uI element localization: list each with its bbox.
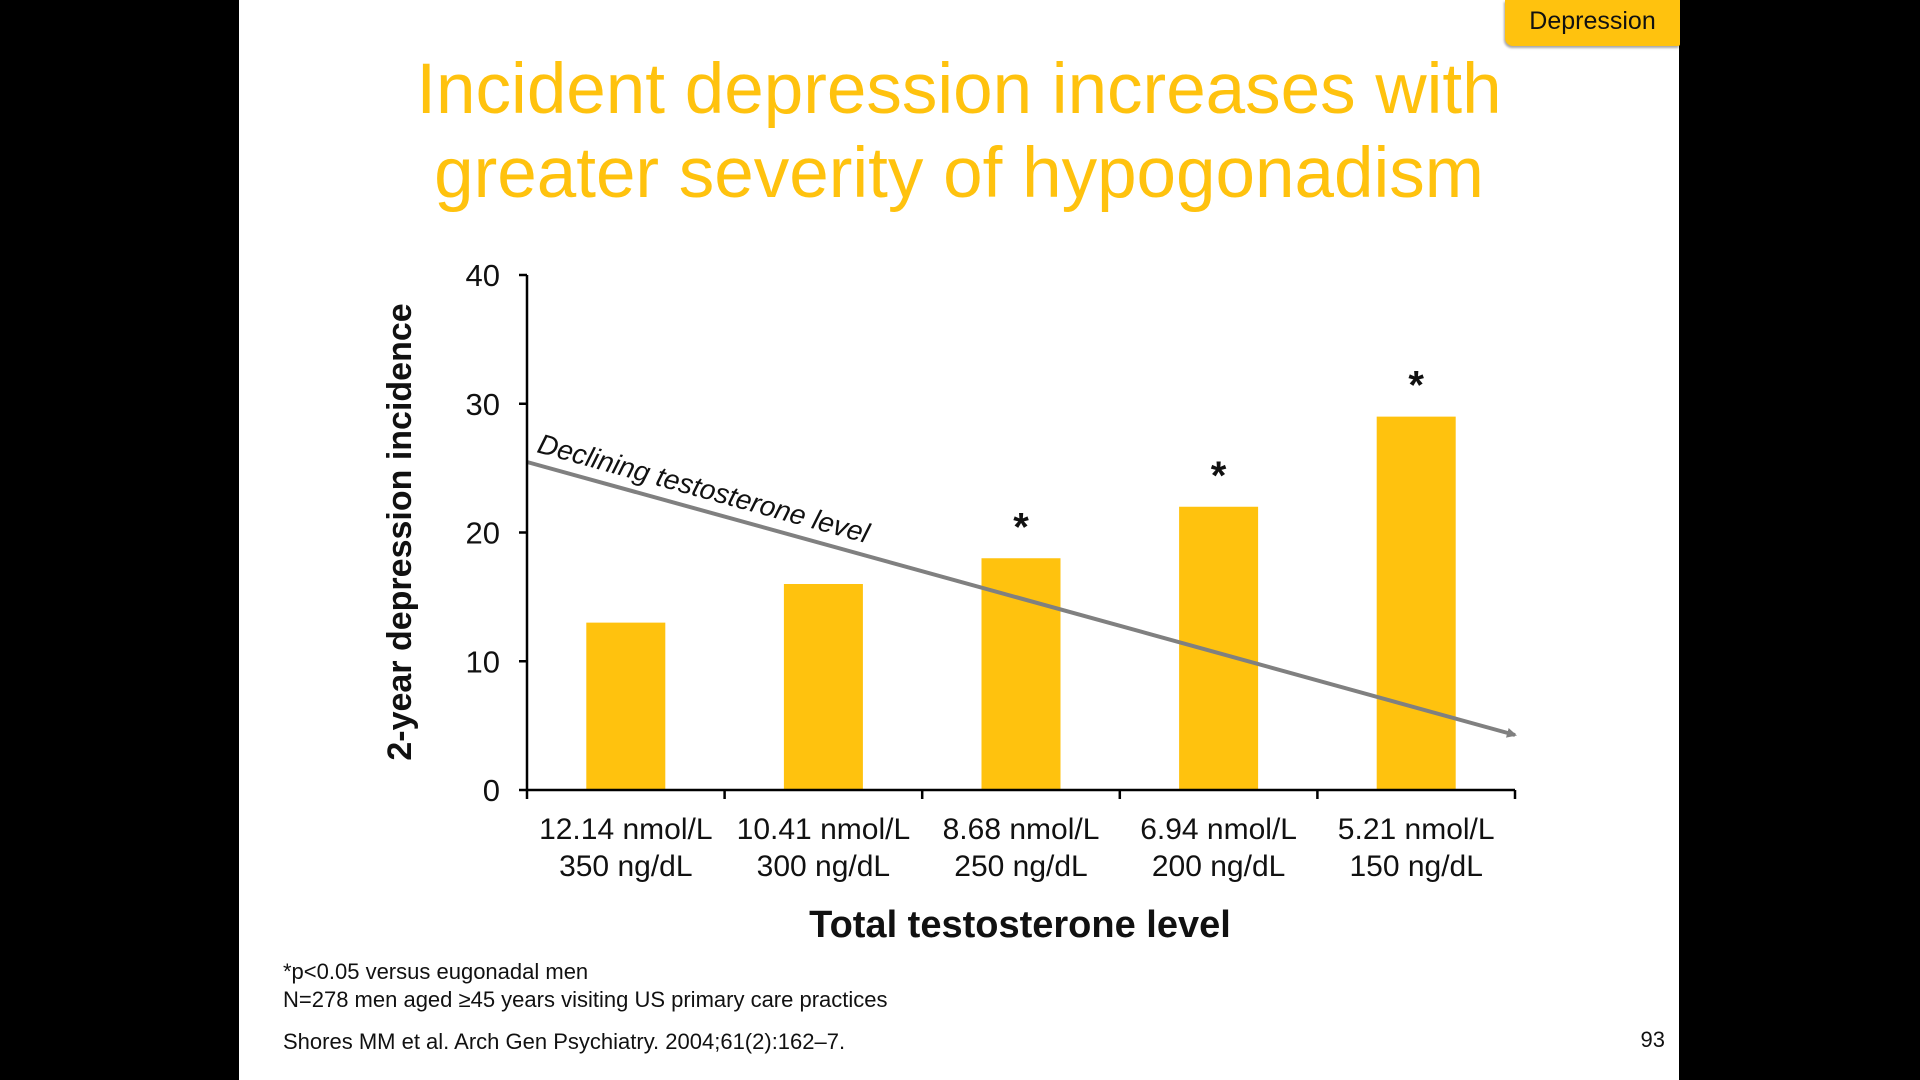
significance-marker-5: * (1408, 364, 1424, 408)
y-tick-label: 30 (466, 387, 500, 422)
section-tag: Depression (1505, 0, 1680, 46)
x-tick-label: 5.21 nmol/L (1338, 813, 1495, 846)
x-tick-label: 250 ng/dL (954, 850, 1087, 883)
bars-layer: * * * (586, 364, 1456, 790)
bar-5 (1376, 416, 1456, 790)
x-tick-label: 12.14 nmol/L (539, 813, 712, 846)
title-line-2: greater severity of hypogonadism (434, 134, 1484, 213)
axes-layer: 0 10 20 30 40 12.14 nmol/L 350 ng/dL 10.41 nmol… (466, 258, 1517, 883)
y-tick-label: 40 (466, 258, 500, 293)
bar-1 (586, 622, 666, 790)
x-tick-label: 150 ng/dL (1349, 850, 1482, 883)
title-line-1: Incident depression increases with (416, 50, 1502, 129)
x-axis-label: Total testosterone level (809, 904, 1231, 946)
y-axis-label: 2-year depression incidence (381, 303, 419, 760)
slide-title: Incident depression increases with great… (239, 48, 1679, 216)
y-tick-label: 0 (483, 773, 500, 808)
footnote-significance: *p<0.05 versus eugonadal men (283, 959, 589, 984)
x-tick-label: 10.41 nmol/L (737, 813, 910, 846)
trend-arrow-label: Declining testosterone level (534, 428, 873, 549)
y-tick-label: 10 (466, 644, 500, 679)
x-tick-label: 350 ng/dL (559, 850, 692, 883)
reference-citation: Shores MM et al. Arch Gen Psychiatry. 20… (283, 1029, 846, 1054)
x-tick-label: 8.68 nmol/L (943, 813, 1100, 846)
significance-marker-3: * (1013, 505, 1029, 549)
page-number: 93 (1640, 1027, 1665, 1052)
footnote-population: N=278 men aged ≥45 years visiting US pri… (283, 987, 888, 1012)
x-tick-label: 300 ng/dL (757, 850, 890, 883)
bar-4 (1179, 506, 1259, 790)
significance-marker-4: * (1211, 454, 1227, 498)
bar-3 (981, 558, 1061, 790)
y-tick-label: 20 (466, 516, 500, 551)
trend-arrow (526, 460, 1517, 738)
x-tick-label: 200 ng/dL (1152, 850, 1285, 883)
bar-2 (783, 584, 863, 790)
x-tick-label: 6.94 nmol/L (1140, 813, 1297, 846)
